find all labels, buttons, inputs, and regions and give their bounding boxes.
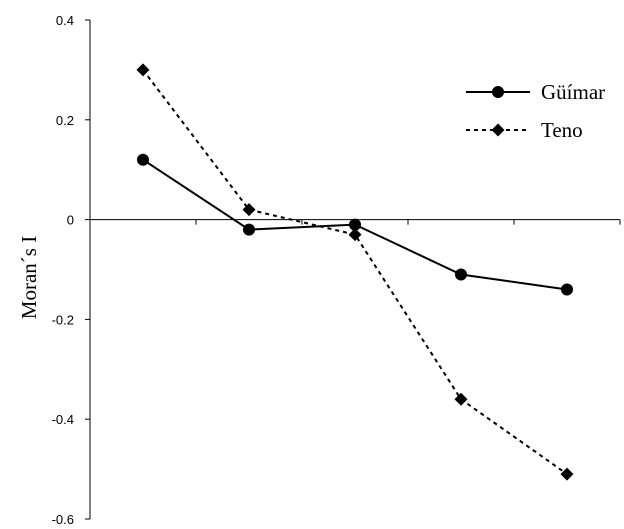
y-tick-label: -0.6 <box>52 512 74 527</box>
series-teno <box>136 63 574 481</box>
y-tick-label: 0.2 <box>56 113 74 128</box>
data-point-gmar <box>455 268 467 281</box>
y-tick-label: -0.2 <box>52 312 74 327</box>
data-point-gmar <box>243 223 255 236</box>
axes: 0.4 0.2 0 -0.2 -0.4 -0.6 <box>52 13 621 527</box>
data-point-gmar <box>561 283 573 296</box>
data-point-teno <box>136 63 150 77</box>
data-point-teno <box>348 228 362 242</box>
series-gmar <box>137 153 573 296</box>
series-line-teno <box>142 69 568 475</box>
y-tick-label: 0 <box>67 213 74 228</box>
y-tick-label: -0.4 <box>52 412 74 427</box>
data-point-teno <box>242 203 256 217</box>
legend: Güímar Teno <box>466 80 605 142</box>
data-point-teno <box>560 467 574 481</box>
data-point-teno <box>454 392 468 406</box>
legend-marker-gmar <box>492 86 504 98</box>
legend-label-teno: Teno <box>541 118 583 142</box>
legend-marker-teno <box>491 123 505 137</box>
data-point-gmar <box>349 218 361 231</box>
y-tick-label: 0.4 <box>56 13 74 28</box>
legend-label-gmar: Güímar <box>541 80 605 104</box>
y-axis-title: Moran´s I <box>17 236 41 319</box>
data-point-gmar <box>137 153 149 166</box>
series-layer <box>136 63 574 481</box>
